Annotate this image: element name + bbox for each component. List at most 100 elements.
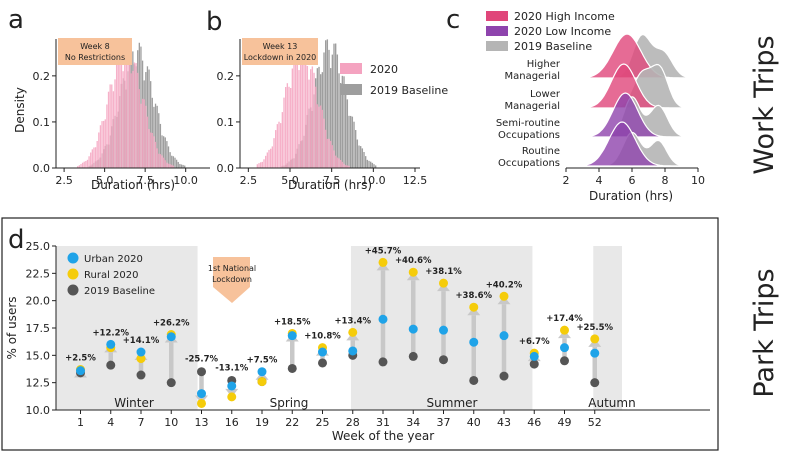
hist-a-bar-2020: [141, 98, 144, 168]
hist-b-bar-baseline: [333, 43, 335, 168]
percent-y-tick-label: 25.0: [26, 240, 51, 253]
hist-b-bar-baseline: [328, 49, 330, 168]
hist-b-bar-2020: [333, 150, 335, 168]
hist-a-bar-2020: [135, 63, 137, 168]
season-shading: [56, 246, 622, 410]
legend-b-swatch-2020: [340, 63, 362, 74]
hist-b-bar-2020: [305, 49, 307, 169]
hist-b-bar-2020: [275, 130, 277, 168]
change-label: +7.5%: [247, 356, 278, 366]
change-label: +40.6%: [395, 256, 432, 266]
callout-a-line2: No Restrictions: [65, 53, 125, 62]
hist-a-bar-2020: [128, 54, 131, 168]
hist-a-bar-2020: [91, 149, 93, 168]
hist-a-bar-2020: [132, 70, 134, 168]
point-baseline: [439, 355, 448, 365]
hist-b-bar-2020: [320, 105, 322, 168]
point-baseline: [106, 360, 116, 370]
hist-b-bar-2020: [303, 42, 305, 168]
hist-a-bar-2020: [94, 147, 97, 168]
hist-a-bar-2020: [103, 120, 105, 168]
point-baseline: [560, 356, 569, 366]
week-x-tick-label: 43: [497, 416, 511, 429]
legend-b-label-2020: 2020: [370, 63, 398, 76]
hist-b-bar-2020: [335, 155, 337, 168]
hist-a-y-tick-label: 0.0: [33, 162, 51, 175]
point-rural: [136, 354, 146, 364]
lockdown-callout-line2: Lockdown: [212, 275, 252, 284]
hist-a-bar-2020: [93, 147, 95, 168]
legend-d-label-urban: Urban 2020: [84, 254, 143, 265]
hist-a-bar-2020: [124, 53, 126, 168]
hist-b-bar-2020: [345, 165, 347, 168]
ridge-2020-row-3: [566, 92, 698, 138]
point-urban: [439, 325, 448, 335]
change-label: +17.4%: [546, 314, 583, 324]
hist-b-bar-2020: [278, 121, 280, 168]
hist-a-bar-2020: [90, 152, 92, 168]
lockdown-callout: [213, 257, 250, 303]
percent-y-tick-label: 20.0: [26, 295, 51, 308]
ridgeline-panel-c: 2 4 6 8 10 Duration (hrs) Higher Managerial …: [486, 10, 705, 203]
legend-c-swatch-high: [486, 11, 508, 21]
legend-c-swatch-low: [486, 26, 508, 36]
hist-b-bar-baseline: [351, 116, 354, 168]
hist-a-bar-baseline: [158, 113, 160, 168]
hist-a-bar-2020: [81, 162, 84, 168]
point-rural: [560, 325, 569, 335]
x-axis-label-a: Duration (hrs): [91, 178, 175, 192]
week-x-tick-label: 28: [346, 416, 360, 429]
hist-a-bar-2020: [148, 129, 150, 168]
hist-b-bar-2020: [293, 54, 295, 168]
hist-a-bar-2020: [166, 162, 168, 168]
hist-b-bar-2020: [271, 146, 274, 168]
point-baseline: [318, 358, 327, 368]
hist-a-bar-2020: [151, 132, 153, 168]
hist-a-bar-2020: [88, 156, 90, 168]
panel-d-frame: [1, 217, 719, 451]
hist-b-x-tick-label: 2.5: [240, 174, 258, 187]
hist-a-bar-baseline: [175, 159, 178, 168]
week-x-tick-label: 52: [588, 416, 602, 429]
hist-a-bar-2020: [99, 125, 102, 168]
hist-b-bar-baseline: [353, 121, 355, 168]
hist-b-bar-baseline: [365, 156, 367, 168]
panel-label-c: c: [446, 5, 460, 35]
point-baseline: [529, 359, 539, 369]
point-urban: [469, 337, 479, 347]
y-axis-label-a: Density: [13, 87, 27, 133]
hist-b-bar-2020: [296, 55, 299, 168]
week-x-tick-label: 25: [316, 416, 330, 429]
hist-a-bar-baseline: [162, 136, 165, 168]
ridge-label-lower-line1: Lower: [530, 89, 561, 100]
hist-a-bar-2020: [172, 165, 175, 168]
hist-a-bar-2020: [150, 132, 152, 168]
hist-a-bar-2020: [112, 91, 115, 168]
percent-y-tick-label: 12.5: [26, 377, 51, 390]
hist-b-bar-baseline: [358, 145, 360, 168]
hist-a-bar-2020: [109, 84, 111, 168]
hist-b-bar-2020: [310, 69, 312, 168]
hist-a-bar-baseline: [179, 163, 181, 168]
hist-a-x-tick-label: 2.5: [55, 174, 73, 187]
panel-label-b: b: [206, 7, 223, 37]
hist-a-bar-2020: [169, 164, 171, 168]
histogram-panel-a: 2.5 5.0 7.5 10.0 0.0 0.1 0.2 Duration (hrs) De…: [13, 38, 210, 192]
legend-d-marker-baseline: [67, 284, 79, 296]
point-rural: [227, 392, 237, 402]
hist-b-bar-2020: [348, 165, 350, 168]
hist-b-bar-baseline: [346, 99, 349, 168]
ridge-label-lower-line2: Managerial: [504, 101, 560, 112]
hist-b-y-tick-label: 0.2: [217, 70, 235, 83]
hist-b-bar-2020: [321, 109, 324, 168]
point-baseline: [408, 351, 418, 361]
point-urban: [76, 366, 85, 376]
hist-a-bar-baseline: [156, 105, 158, 168]
hist-a-bar-2020: [140, 103, 142, 168]
percent-y-tick-label: 22.5: [26, 267, 51, 280]
y-axis-label-d: % of users: [5, 296, 19, 359]
legend-d-label-rural: Rural 2020: [84, 270, 138, 281]
change-label: +38.6%: [455, 291, 492, 301]
hist-b-bar-baseline: [335, 43, 337, 168]
hist-b-bar-2020: [326, 138, 329, 168]
